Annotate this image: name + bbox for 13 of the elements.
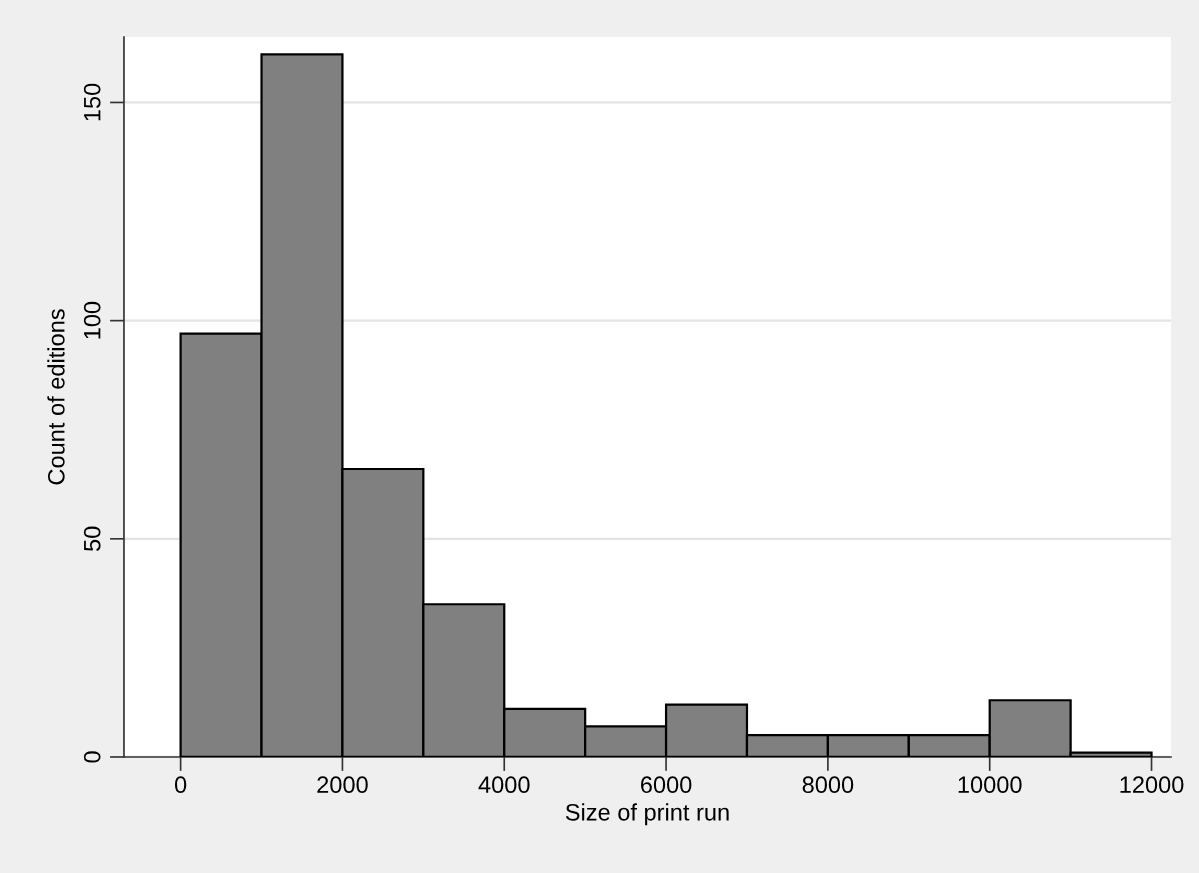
x-tick-label: 10000 [958,776,1022,794]
x-tick-label: 6000 [641,776,692,794]
y-tick-label: 150 [83,83,101,121]
x-axis-title: Size of print run [565,803,729,826]
y-tick-label: 0 [83,751,101,763]
y-tick-label: 100 [83,301,101,339]
x-tick-label: 8000 [802,776,854,794]
x-tick-label: 2000 [317,776,368,794]
x-tick-label: 4000 [478,776,530,794]
y-axis-title: Count of editions [47,309,65,485]
y-tick-label: 50 [83,526,101,551]
x-tick-label: 12000 [1120,776,1184,794]
x-tick-label: 0 [174,776,187,794]
